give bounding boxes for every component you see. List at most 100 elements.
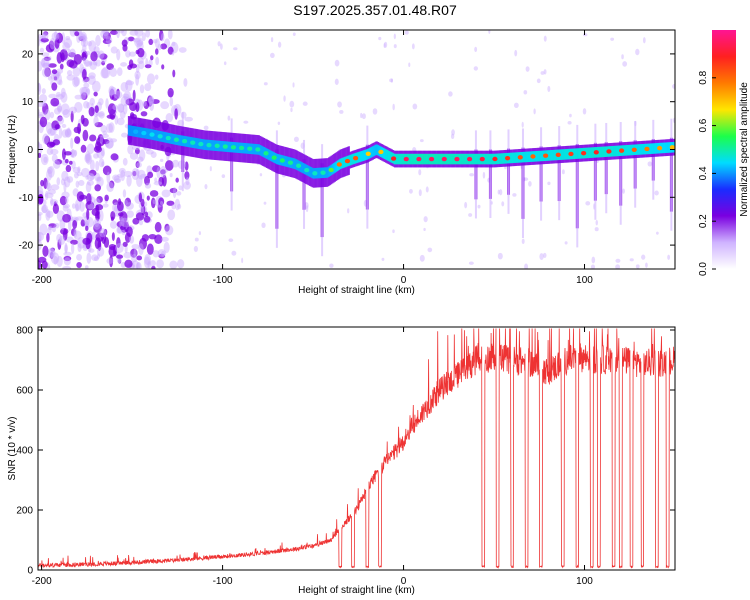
- track-core: [576, 148, 578, 159]
- noise-blob: [113, 90, 123, 99]
- noise-blob: [64, 128, 72, 138]
- spectrogram-image: [38, 30, 675, 269]
- track-core: [319, 167, 321, 179]
- y-tick-label: -20: [19, 241, 34, 252]
- noise-blob: [184, 171, 190, 180]
- noise-blob: [50, 148, 59, 155]
- track-core: [535, 151, 538, 162]
- track-core: [235, 142, 238, 153]
- noise-blob: [582, 108, 587, 115]
- noise-blob: [334, 78, 339, 85]
- noise-blob: [43, 156, 48, 163]
- noise-blob: [283, 95, 286, 102]
- noise-blob: [134, 147, 140, 155]
- noise-blob: [93, 153, 99, 159]
- noise-blob: [116, 103, 125, 113]
- track-peak: [173, 137, 180, 142]
- noise-blob: [88, 169, 97, 177]
- noise-blob: [66, 74, 76, 81]
- track-peak: [165, 135, 171, 141]
- track-core: [577, 148, 580, 159]
- noise-blob: [259, 173, 263, 177]
- noise-blob: [116, 48, 121, 61]
- track-core: [328, 166, 330, 177]
- noise-blob: [78, 35, 85, 42]
- noise-blob: [383, 43, 386, 48]
- noise-blob: [135, 161, 140, 169]
- noise-blob: [42, 133, 49, 145]
- noise-blob: [497, 189, 500, 195]
- track-core: [511, 152, 514, 164]
- track-core: [196, 138, 198, 149]
- track-peak: [505, 155, 511, 161]
- track-peak: [304, 167, 310, 173]
- track-core: [452, 153, 454, 165]
- noise-blob: [87, 40, 93, 47]
- noise-blob: [39, 94, 48, 103]
- noise-blob: [93, 91, 98, 97]
- track-core: [227, 141, 230, 153]
- track-core: [387, 150, 390, 161]
- noise-blob: [61, 123, 67, 128]
- noise-blob: [122, 241, 128, 247]
- noise-blob: [176, 191, 182, 196]
- track-core: [490, 153, 492, 165]
- noise-blob: [185, 177, 190, 186]
- noise-blob: [63, 38, 73, 49]
- noise-blob: [40, 153, 49, 166]
- noise-blob: [64, 242, 68, 255]
- noise-blob: [69, 149, 77, 158]
- colorbar: 0.0 0.2 0.4 0.6 0.8 Normalized spectral ampli…: [698, 30, 750, 276]
- noise-blob: [99, 135, 104, 144]
- noise-blob: [43, 56, 51, 62]
- noise-blob: [582, 33, 588, 37]
- noise-blob: [128, 235, 135, 244]
- noise-blob: [77, 123, 81, 135]
- track-core: [637, 144, 639, 155]
- noise-blob: [47, 189, 56, 195]
- noise-blob: [65, 35, 71, 41]
- noise-blob: [161, 189, 171, 198]
- noise-blob: [151, 265, 156, 269]
- noise-blob: [76, 254, 83, 261]
- noise-blob: [132, 170, 137, 177]
- noise-blob: [277, 121, 281, 125]
- noise-blob: [47, 166, 55, 178]
- noise-blob: [114, 115, 119, 125]
- noise-blob: [521, 238, 525, 245]
- noise-blob: [95, 160, 100, 172]
- track-peak: [669, 145, 675, 150]
- spectral-spike: [540, 127, 543, 221]
- noise-blob: [112, 199, 119, 206]
- track-core: [486, 153, 488, 165]
- track-core: [278, 154, 281, 165]
- noise-blob: [116, 254, 124, 259]
- noise-blob: [409, 188, 413, 194]
- track-core: [349, 154, 352, 166]
- noise-blob: [171, 204, 176, 210]
- noise-blob: [38, 141, 41, 148]
- track-peak: [271, 155, 277, 160]
- x-tick-label: -100: [213, 275, 233, 286]
- y-tick-label: 800: [16, 326, 33, 337]
- noise-blob: [98, 98, 104, 106]
- noise-blob: [59, 63, 64, 70]
- noise-blob: [543, 35, 547, 42]
- track-core: [163, 131, 165, 143]
- x-tick-label: 0: [401, 275, 407, 286]
- noise-blob: [154, 221, 162, 233]
- track-core: [491, 153, 494, 165]
- snr-line: [38, 328, 675, 569]
- noise-blob: [61, 129, 69, 138]
- noise-blob: [671, 84, 675, 89]
- track-core: [360, 150, 363, 162]
- noise-blob: [81, 51, 87, 61]
- noise-blob: [121, 30, 127, 37]
- noise-blob: [270, 37, 274, 43]
- track-core: [667, 142, 670, 153]
- noise-blob: [95, 232, 105, 242]
- noise-blob: [88, 60, 93, 66]
- noise-blob: [60, 178, 66, 186]
